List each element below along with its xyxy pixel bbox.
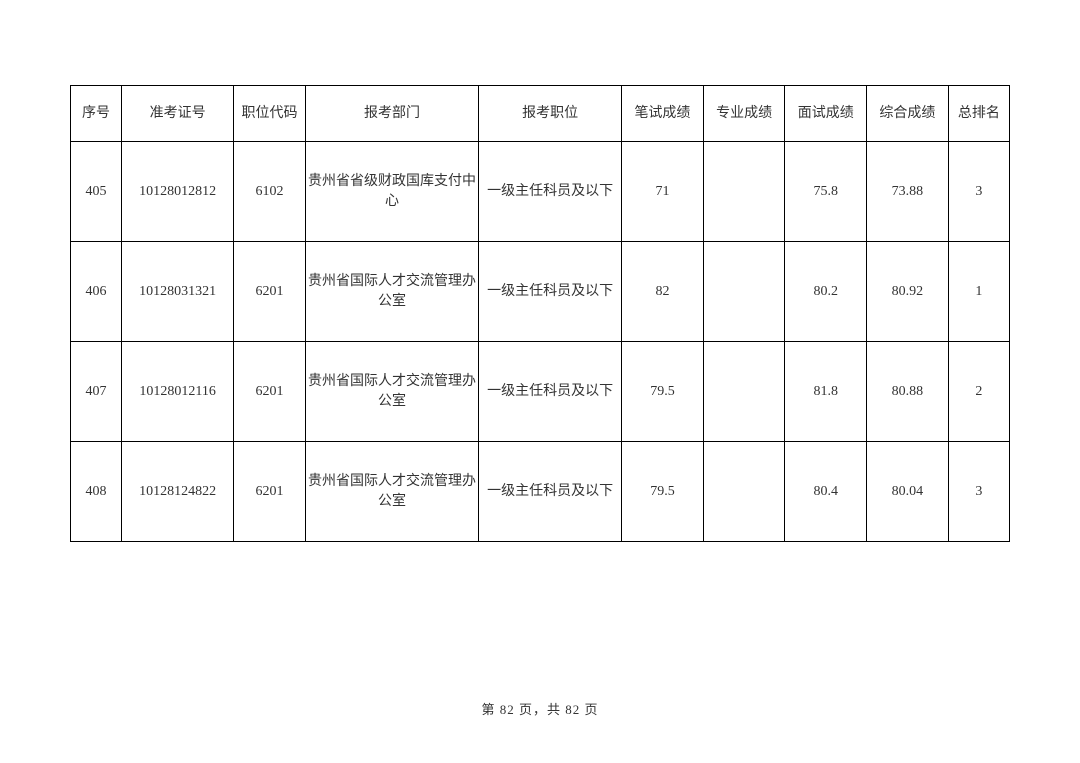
cell-position: 一级主任科员及以下	[479, 142, 622, 242]
cell-written: 82	[622, 242, 704, 342]
cell-seq: 408	[71, 442, 122, 542]
cell-interview: 75.8	[785, 142, 867, 242]
cell-prof	[703, 242, 785, 342]
cell-dept: 贵州省省级财政国库支付中心	[305, 142, 479, 242]
cell-seq: 407	[71, 342, 122, 442]
cell-dept: 贵州省国际人才交流管理办公室	[305, 242, 479, 342]
table-header-row: 序号 准考证号 职位代码 报考部门 报考职位 笔试成绩 专业成绩 面试成绩 综合…	[71, 86, 1010, 142]
cell-rank: 3	[948, 142, 1009, 242]
cell-prof	[703, 442, 785, 542]
cell-position: 一级主任科员及以下	[479, 242, 622, 342]
cell-code: 6102	[234, 142, 305, 242]
table-row: 407 10128012116 6201 贵州省国际人才交流管理办公室 一级主任…	[71, 342, 1010, 442]
col-dept: 报考部门	[305, 86, 479, 142]
col-position: 报考职位	[479, 86, 622, 142]
cell-code: 6201	[234, 442, 305, 542]
cell-combined: 73.88	[867, 142, 949, 242]
cell-exam-no: 10128124822	[122, 442, 234, 542]
cell-seq: 406	[71, 242, 122, 342]
cell-interview: 81.8	[785, 342, 867, 442]
cell-prof	[703, 342, 785, 442]
col-exam-no: 准考证号	[122, 86, 234, 142]
cell-code: 6201	[234, 242, 305, 342]
cell-position: 一级主任科员及以下	[479, 442, 622, 542]
cell-rank: 1	[948, 242, 1009, 342]
page-footer: 第 82 页，共 82 页	[0, 699, 1080, 718]
col-interview: 面试成绩	[785, 86, 867, 142]
col-rank: 总排名	[948, 86, 1009, 142]
cell-exam-no: 10128031321	[122, 242, 234, 342]
results-table: 序号 准考证号 职位代码 报考部门 报考职位 笔试成绩 专业成绩 面试成绩 综合…	[70, 85, 1010, 542]
cell-dept: 贵州省国际人才交流管理办公室	[305, 442, 479, 542]
col-code: 职位代码	[234, 86, 305, 142]
col-written: 笔试成绩	[622, 86, 704, 142]
cell-rank: 2	[948, 342, 1009, 442]
cell-written: 79.5	[622, 342, 704, 442]
col-seq: 序号	[71, 86, 122, 142]
cell-exam-no: 10128012812	[122, 142, 234, 242]
cell-combined: 80.88	[867, 342, 949, 442]
cell-position: 一级主任科员及以下	[479, 342, 622, 442]
cell-interview: 80.2	[785, 242, 867, 342]
cell-combined: 80.04	[867, 442, 949, 542]
cell-interview: 80.4	[785, 442, 867, 542]
cell-dept: 贵州省国际人才交流管理办公室	[305, 342, 479, 442]
cell-seq: 405	[71, 142, 122, 242]
cell-code: 6201	[234, 342, 305, 442]
table-row: 408 10128124822 6201 贵州省国际人才交流管理办公室 一级主任…	[71, 442, 1010, 542]
cell-written: 79.5	[622, 442, 704, 542]
cell-exam-no: 10128012116	[122, 342, 234, 442]
cell-combined: 80.92	[867, 242, 949, 342]
cell-rank: 3	[948, 442, 1009, 542]
cell-written: 71	[622, 142, 704, 242]
table-row: 405 10128012812 6102 贵州省省级财政国库支付中心 一级主任科…	[71, 142, 1010, 242]
table-row: 406 10128031321 6201 贵州省国际人才交流管理办公室 一级主任…	[71, 242, 1010, 342]
col-combined: 综合成绩	[867, 86, 949, 142]
cell-prof	[703, 142, 785, 242]
col-prof: 专业成绩	[703, 86, 785, 142]
page: 序号 准考证号 职位代码 报考部门 报考职位 笔试成绩 专业成绩 面试成绩 综合…	[0, 0, 1080, 763]
